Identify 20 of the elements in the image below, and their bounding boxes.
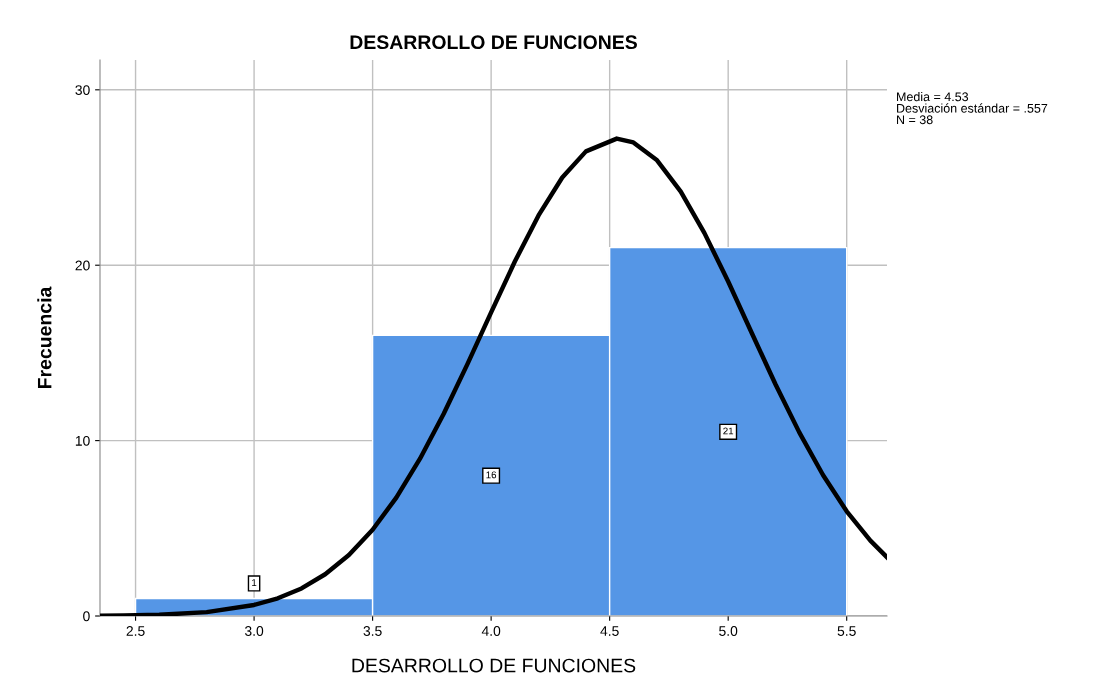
y-tick-label: 20 — [75, 260, 90, 271]
x-tick-label: 2.5 — [126, 626, 145, 636]
text: Desviación estándar = .557 — [897, 103, 1048, 113]
x-tick-label: 4.5 — [600, 626, 619, 636]
data-label: 16 — [486, 471, 497, 479]
text: Media = 4.53 — [897, 92, 969, 102]
y-tick-label: 30 — [75, 85, 90, 95]
y-tick-label: 10 — [75, 435, 90, 446]
x-axis-title: DESARROLLO DE FUNCIONES — [352, 658, 636, 673]
x-tick-label: 3.0 — [244, 626, 264, 636]
data-label: 21 — [723, 427, 734, 435]
x-tick-label: 3.5 — [363, 626, 382, 636]
data-label: 1 — [252, 579, 257, 586]
chart-title: DESARROLLO DE FUNCIONES — [350, 35, 637, 50]
y-axis-title: Frecuencia — [37, 286, 52, 389]
x-tick-label: 4.0 — [481, 626, 501, 636]
y-tick-label: 0 — [83, 611, 90, 622]
text: N = 38 — [897, 115, 933, 125]
x-tick-label: 5.5 — [837, 626, 856, 636]
x-tick-label: 5.0 — [719, 626, 738, 636]
